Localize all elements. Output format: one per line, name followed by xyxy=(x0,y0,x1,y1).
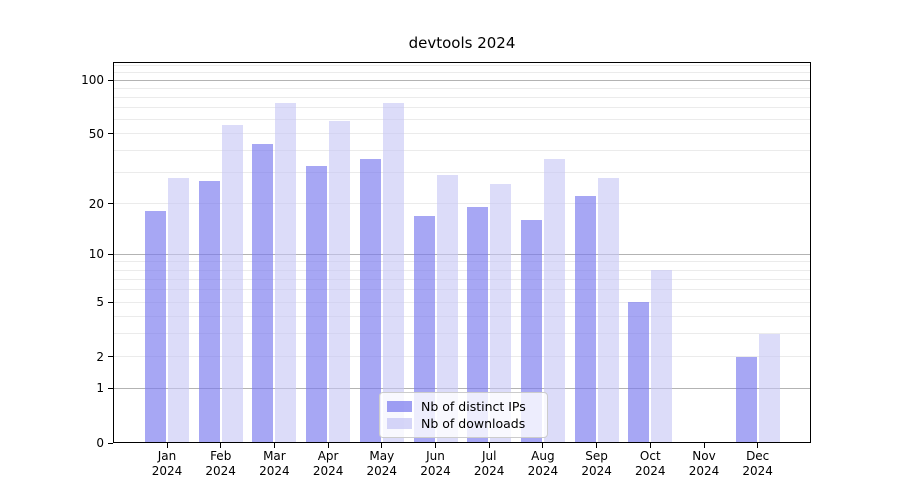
bar-downloads-oct xyxy=(651,270,673,443)
chart-title: devtools 2024 xyxy=(408,34,516,52)
bar-ips-dec xyxy=(735,356,757,443)
y-tick-label: 100 xyxy=(81,73,104,88)
bar-ips-jul xyxy=(467,207,489,443)
bar-downloads-sep xyxy=(597,178,619,443)
bar-downloads-apr xyxy=(329,120,351,443)
gridline-minor-60 xyxy=(114,119,810,121)
x-tick xyxy=(488,443,490,448)
x-tick xyxy=(542,443,544,448)
x-tick-label: Jun 2024 xyxy=(420,449,451,478)
y-tick-label: 1 xyxy=(96,381,104,396)
bar-downloads-dec xyxy=(758,333,780,443)
gridline-minor-7 xyxy=(114,278,810,280)
x-tick xyxy=(435,443,436,448)
y-tick-label: 50 xyxy=(88,126,104,141)
legend: Nb of distinct IPs Nb of downloads xyxy=(379,392,548,438)
y-tick-2 xyxy=(108,356,113,358)
bar-downloads-jan xyxy=(168,178,189,443)
x-tick-label: Jul 2024 xyxy=(473,449,505,478)
x-tick-label: Apr 2024 xyxy=(312,449,344,478)
y-tick-1 xyxy=(108,387,113,389)
x-tick-label: Sep 2024 xyxy=(581,449,612,478)
bar-downloads-mar xyxy=(275,103,297,443)
bar-downloads-jul xyxy=(490,183,512,443)
bar-downloads-jun xyxy=(436,175,458,443)
x-tick xyxy=(220,443,222,448)
y-tick-label: 20 xyxy=(88,196,104,211)
legend-label-downloads: Nb of downloads xyxy=(421,415,526,431)
x-tick-label: Aug 2024 xyxy=(527,449,559,478)
legend-swatch-downloads-icon xyxy=(387,418,412,429)
y-tick-10 xyxy=(108,253,113,255)
y-tick-label: 0 xyxy=(96,436,104,450)
gridline-minor-120 xyxy=(114,65,810,67)
bar-downloads-aug xyxy=(543,158,565,443)
gridline-major-100 xyxy=(114,79,810,81)
bar-downloads-feb xyxy=(221,125,243,443)
gridline-minor-2 xyxy=(114,356,810,358)
legend-swatch-distinct-ips-icon xyxy=(387,401,412,412)
bar-ips-may xyxy=(359,158,381,443)
y-tick-label: 2 xyxy=(96,349,104,364)
gridline-minor-8 xyxy=(114,269,810,271)
bar-ips-sep xyxy=(574,196,596,443)
gridline-minor-110 xyxy=(114,72,810,74)
bar-ips-aug xyxy=(520,220,542,443)
gridline-minor-20 xyxy=(114,203,810,205)
x-tick-label: May 2024 xyxy=(366,449,398,478)
y-tick-50 xyxy=(108,133,113,135)
gridline-minor-3 xyxy=(114,333,810,335)
y-tick-100 xyxy=(108,79,113,81)
x-tick xyxy=(381,443,383,448)
legend-item-distinct-ips: Nb of distinct IPs xyxy=(387,399,540,415)
bar-ips-jun xyxy=(413,215,435,443)
x-tick xyxy=(273,443,275,448)
bar-ips-oct xyxy=(628,302,650,443)
bar-ips-jan xyxy=(145,211,166,443)
x-tick xyxy=(166,443,168,448)
gridline-minor-80 xyxy=(114,96,810,98)
y-tick-label: 5 xyxy=(96,295,104,310)
bar-downloads-may xyxy=(382,103,404,443)
y-tick-0 xyxy=(108,442,113,444)
gridline-minor-30 xyxy=(114,172,810,174)
x-tick-label: Oct 2024 xyxy=(635,449,666,478)
y-tick-20 xyxy=(108,203,113,205)
y-tick-label: 10 xyxy=(88,247,104,262)
x-tick-label: Dec 2024 xyxy=(742,449,773,478)
gridline-minor-90 xyxy=(114,87,810,89)
x-tick xyxy=(649,443,651,448)
legend-label-distinct-ips: Nb of distinct IPs xyxy=(421,398,526,414)
bar-ips-apr xyxy=(306,165,328,443)
x-tick xyxy=(596,443,598,448)
bar-ips-feb xyxy=(198,180,220,443)
x-tick-label: Feb 2024 xyxy=(205,449,236,478)
bar-ips-mar xyxy=(252,143,274,443)
x-tick-label: Jan 2024 xyxy=(151,449,183,478)
x-tick xyxy=(703,443,705,448)
x-tick xyxy=(327,443,329,448)
legend-item-downloads: Nb of downloads xyxy=(387,416,540,432)
x-tick-label: Nov 2024 xyxy=(688,449,720,478)
gridline-minor-5 xyxy=(114,301,810,303)
gridline-minor-6 xyxy=(114,289,810,291)
x-tick-label: Mar 2024 xyxy=(259,449,290,478)
y-tick-5 xyxy=(108,301,113,303)
gridline-minor-4 xyxy=(114,315,810,317)
gridline-minor-9 xyxy=(114,261,810,263)
gridline-minor-50 xyxy=(114,133,810,135)
x-tick xyxy=(757,443,759,448)
gridline-minor-40 xyxy=(114,150,810,152)
gridline-major-10 xyxy=(114,253,810,255)
gridline-minor-70 xyxy=(114,107,810,109)
gridline-major-1 xyxy=(114,387,810,389)
